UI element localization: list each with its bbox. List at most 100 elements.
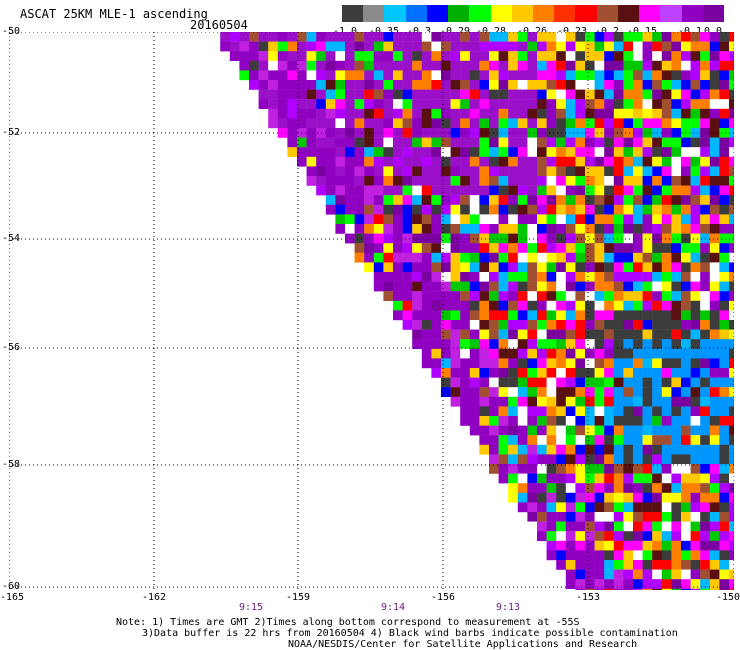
data-cell <box>661 70 672 81</box>
data-cell <box>661 137 672 148</box>
data-cell <box>508 272 518 282</box>
data-cell <box>661 396 672 407</box>
data-cell <box>661 406 672 417</box>
data-cell <box>479 204 490 215</box>
data-cell <box>450 300 461 311</box>
data-cell <box>729 281 734 292</box>
data-cell <box>594 406 605 417</box>
data-cell <box>700 531 710 541</box>
data-cell <box>633 339 643 349</box>
data-cell <box>489 204 499 215</box>
data-cell <box>489 291 499 301</box>
data-cell <box>642 473 653 484</box>
data-cell <box>546 243 557 253</box>
data-cell <box>613 377 624 388</box>
data-cell <box>498 464 509 474</box>
data-cell <box>306 70 317 81</box>
data-cell <box>354 224 365 234</box>
data-cell <box>642 89 653 100</box>
data-cell <box>469 147 480 157</box>
data-cell <box>642 502 653 513</box>
data-cell <box>633 51 643 61</box>
data-cell <box>642 406 653 417</box>
data-cell <box>517 368 528 378</box>
data-cell <box>709 377 720 388</box>
data-cell <box>652 483 662 493</box>
data-cell <box>565 214 576 225</box>
data-cell <box>565 521 576 532</box>
data-cell <box>402 147 413 157</box>
data-cell <box>565 310 576 321</box>
data-cell <box>402 224 413 234</box>
data-cell <box>613 310 624 321</box>
data-cell <box>335 137 346 148</box>
data-cell <box>681 320 691 330</box>
data-cell <box>297 80 307 90</box>
data-cell <box>613 41 624 52</box>
data-cell <box>633 70 643 81</box>
data-cell <box>527 464 538 474</box>
data-cell <box>729 147 734 157</box>
data-cell <box>537 406 547 417</box>
data-cell <box>623 291 634 301</box>
data-cell <box>729 512 734 522</box>
data-cell <box>460 406 470 417</box>
legend-swatch <box>617 5 640 22</box>
legend-swatch <box>511 5 533 22</box>
data-cell <box>623 329 634 340</box>
data-cell <box>537 416 547 426</box>
data-cell <box>556 416 566 426</box>
data-cell <box>594 70 605 81</box>
data-cell <box>556 41 566 52</box>
data-cell <box>345 166 355 177</box>
data-cell <box>719 550 730 561</box>
data-cell <box>633 579 643 589</box>
data-cell <box>652 550 662 561</box>
data-cell <box>729 387 734 397</box>
data-cell <box>604 185 614 196</box>
data-cell <box>613 272 624 282</box>
data-cell <box>556 483 566 493</box>
data-cell <box>412 272 422 282</box>
data-cell <box>690 540 701 551</box>
data-cell <box>681 291 691 301</box>
data-cell <box>585 473 595 484</box>
data-cell <box>613 320 624 330</box>
data-cell <box>729 99 734 109</box>
data-cell <box>575 492 586 503</box>
latitude-label: -58 <box>2 459 21 470</box>
data-cell <box>393 41 403 52</box>
data-cell <box>719 435 730 445</box>
data-cell <box>383 195 394 205</box>
data-cell <box>517 473 528 484</box>
data-cell <box>613 540 624 551</box>
data-cell <box>575 310 586 321</box>
data-cell <box>700 252 710 263</box>
data-cell <box>546 300 557 311</box>
data-cell <box>441 320 451 330</box>
data-cell <box>700 569 710 580</box>
data-cell <box>681 195 691 205</box>
data-cell <box>575 118 586 129</box>
data-cell <box>527 185 538 196</box>
data-cell <box>729 195 734 205</box>
data-cell <box>652 588 662 590</box>
data-cell <box>489 358 499 369</box>
data-cell <box>575 588 586 590</box>
data-cell <box>633 473 643 484</box>
data-cell <box>719 108 730 119</box>
data-cell <box>469 310 480 321</box>
data-cell <box>450 195 461 205</box>
data-cell <box>671 473 682 484</box>
data-cell <box>633 195 643 205</box>
data-cell <box>575 512 586 522</box>
data-cell <box>431 339 442 349</box>
data-cell <box>479 444 490 455</box>
data-cell <box>690 320 701 330</box>
data-cell <box>460 70 470 81</box>
data-cell <box>642 80 653 90</box>
data-cell <box>316 137 326 148</box>
data-cell <box>623 531 634 541</box>
data-cell <box>671 310 682 321</box>
data-cell <box>700 281 710 292</box>
